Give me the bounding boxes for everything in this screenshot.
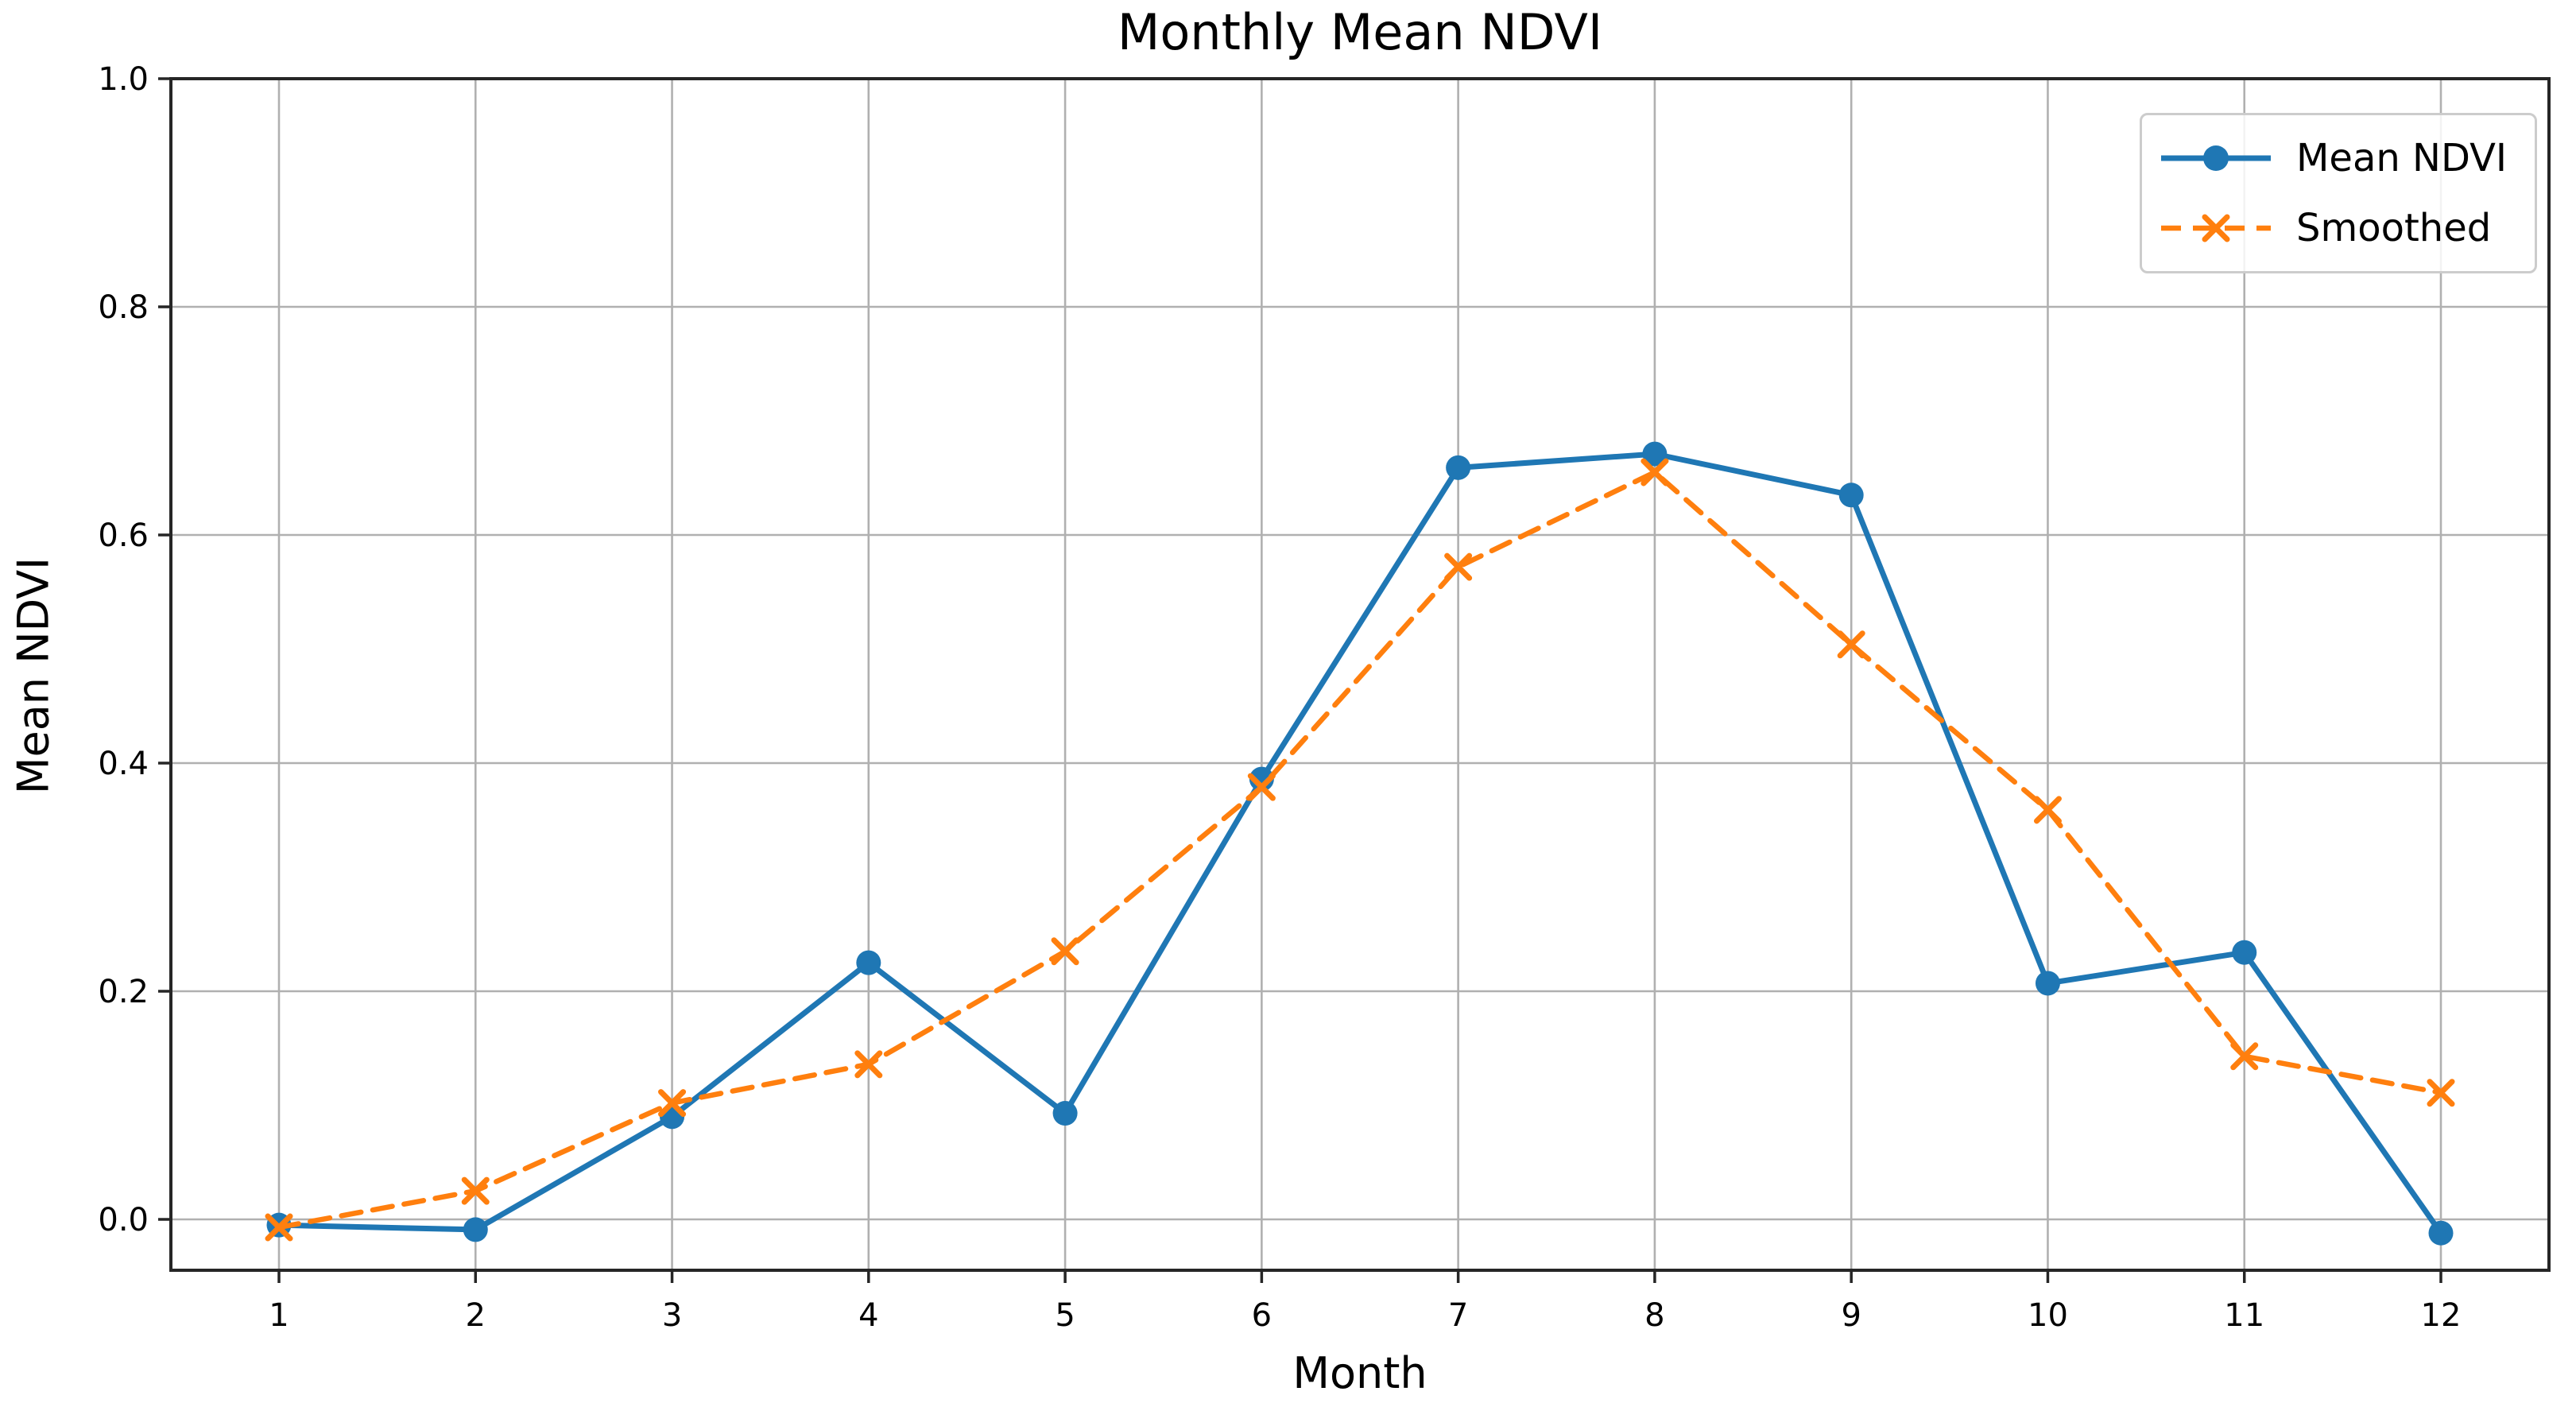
x-tick-label: 2 [466, 1297, 486, 1334]
data-point-marker [463, 1217, 488, 1242]
data-point-marker [265, 1213, 293, 1242]
data-point-marker [1051, 937, 1079, 966]
data-point-marker [1837, 630, 1865, 659]
legend-label: Mean NDVI [2296, 136, 2508, 180]
y-tick-label: 0.8 [98, 289, 149, 326]
y-axis-label: Mean NDVI [8, 556, 59, 795]
data-point-marker [1642, 441, 1668, 467]
data-point-marker [1249, 766, 1274, 792]
data-point-marker [1247, 773, 1276, 801]
x-tick-label: 8 [1644, 1297, 1664, 1334]
x-tick-label: 7 [1448, 1297, 1468, 1334]
x-tick-label: 9 [1841, 1297, 1861, 1334]
data-point-marker [2035, 971, 2060, 996]
y-tick-label: 0.2 [98, 974, 149, 1010]
x-tick-label: 6 [1252, 1297, 1272, 1334]
x-tick-label: 4 [858, 1297, 878, 1334]
y-tick-label: 0.4 [98, 746, 149, 782]
series-line-0 [276, 451, 2444, 1236]
legend-sample-smoothed-icon [2161, 214, 2271, 242]
x-tick-label: 5 [1055, 1297, 1075, 1334]
y-tick-label: 0.0 [98, 1202, 149, 1238]
legend: Mean NDVI Smoothed [2140, 113, 2537, 273]
legend-sample-mean-ndvi-icon [2161, 145, 2271, 171]
y-tick-label: 0.6 [98, 517, 149, 554]
y-tick-label: 1.0 [98, 61, 149, 98]
data-point-marker [1838, 483, 1864, 508]
chart-title: Monthly Mean NDVI [1117, 3, 1603, 61]
data-point-marker [854, 1050, 883, 1079]
data-point-marker [1446, 455, 1471, 480]
plot-border [169, 77, 2551, 1272]
data-point-marker [2232, 940, 2257, 965]
x-tick-label: 12 [2421, 1297, 2462, 1334]
data-point-marker [2230, 1042, 2259, 1071]
series-line-1 [276, 469, 2444, 1231]
data-point-marker [658, 1089, 687, 1118]
data-point-marker [2427, 1079, 2455, 1107]
data-point-marker [1641, 458, 1669, 486]
data-point-marker [2428, 1220, 2454, 1246]
legend-item-smoothed: Smoothed [2156, 203, 2520, 254]
data-point-marker [856, 950, 881, 975]
legend-label: Smoothed [2296, 206, 2492, 250]
data-point-marker [461, 1176, 490, 1205]
data-point-marker [1052, 1101, 1078, 1126]
legend-item-mean-ndvi: Mean NDVI [2156, 133, 2520, 184]
x-tick-label: 11 [2224, 1297, 2264, 1334]
x-axis-label: Month [1292, 1348, 1427, 1398]
data-point-marker [1444, 552, 1473, 581]
x-tick-label: 3 [662, 1297, 682, 1334]
x-tick-label: 1 [269, 1297, 289, 1334]
data-point-marker [2033, 796, 2062, 824]
x-tick-label: 10 [2028, 1297, 2068, 1334]
